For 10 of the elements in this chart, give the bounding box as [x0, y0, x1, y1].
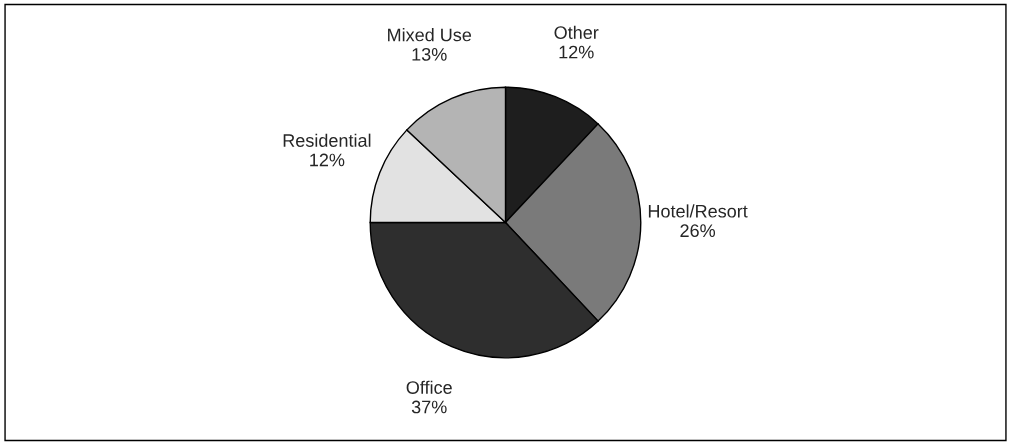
data-label: 37% [411, 400, 447, 414]
slice-label: Hotel/Resort [648, 204, 748, 218]
data-label: 13% [412, 47, 447, 61]
data-label: 26% [680, 224, 716, 238]
slice-label: Residential [283, 133, 371, 147]
data-label: 12% [310, 153, 345, 167]
slice-label: Other [554, 25, 599, 40]
data-label: 12% [559, 45, 594, 59]
slice-label: Office [406, 380, 452, 394]
slice-label: Mixed Use [388, 28, 472, 42]
